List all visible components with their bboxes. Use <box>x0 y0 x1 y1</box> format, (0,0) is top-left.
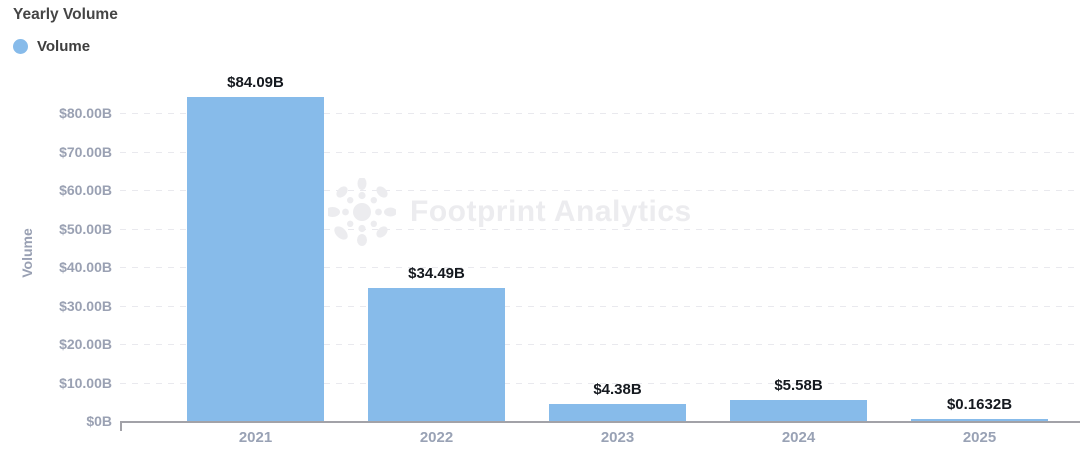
bar-value-label: $5.58B <box>774 376 823 394</box>
bar-2021[interactable] <box>187 97 324 421</box>
y-tick-label: $60.00B <box>59 182 112 198</box>
gridline-2000B <box>120 344 1080 345</box>
legend-item-volume[interactable]: Volume <box>13 38 90 55</box>
x-axis-line <box>120 421 1080 423</box>
bar-value-label: $0.1632B <box>946 395 1013 413</box>
gridline-6000B <box>120 190 1080 191</box>
y-tick-label: $0B <box>86 413 112 429</box>
y-tick-label: $80.00B <box>59 105 112 121</box>
gridline-7000B <box>120 151 1080 153</box>
bar-2023[interactable] <box>549 404 686 421</box>
y-tick-label: $40.00B <box>59 259 112 275</box>
gridline-8000B <box>120 113 1080 114</box>
y-tick-label: $20.00B <box>59 336 112 352</box>
gridline-5000B <box>120 228 1080 230</box>
footprint-logo-icon <box>328 178 396 246</box>
x-tick-label-2021: 2021 <box>238 429 273 446</box>
chart-title: Yearly Volume <box>13 6 118 23</box>
x-tick-label-2022: 2022 <box>419 429 454 446</box>
bar-2022[interactable] <box>368 288 505 421</box>
y-tick-label: $30.00B <box>59 297 112 314</box>
y-tick-label: $70.00B <box>59 143 112 160</box>
legend-label: Volume <box>37 38 91 55</box>
y-tick-label: $50.00B <box>59 220 112 237</box>
bar-2024[interactable] <box>730 399 867 421</box>
watermark: Footprint Analytics <box>328 178 692 246</box>
bar-2025[interactable] <box>911 418 1048 421</box>
gridline-4000B <box>120 267 1080 268</box>
gridline-1000B <box>120 382 1080 384</box>
y-tick-label: $10.00B <box>59 374 112 391</box>
y-axis-title: Volume <box>19 228 35 278</box>
legend-dot-icon <box>13 39 28 54</box>
bar-value-label: $84.09B <box>227 74 284 92</box>
x-tick-label-2025: 2025 <box>962 429 997 446</box>
watermark-text: Footprint Analytics <box>410 195 692 228</box>
x-tick-label-2023: 2023 <box>600 429 635 446</box>
x-axis-origin-tick <box>120 421 122 431</box>
gridline-3000B <box>120 305 1080 307</box>
x-tick-label-2024: 2024 <box>781 429 816 446</box>
bar-value-label: $34.49B <box>408 265 465 283</box>
bar-value-label: $4.38B <box>593 381 642 399</box>
